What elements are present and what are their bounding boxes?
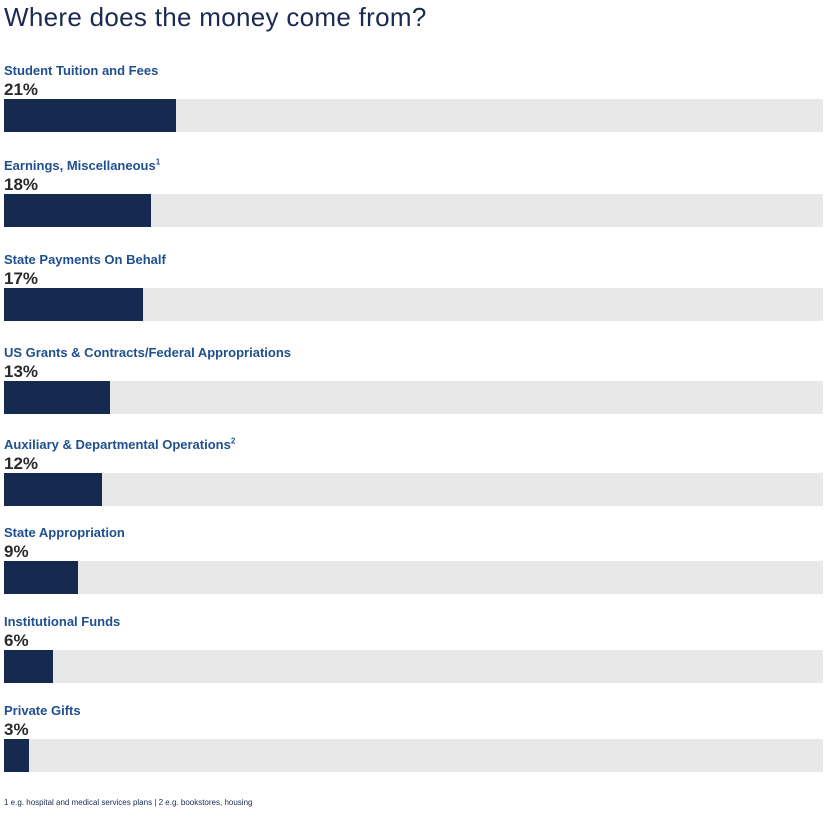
bar-fill <box>4 561 78 594</box>
category-label: State Appropriation <box>4 525 125 540</box>
bar-track <box>4 381 823 414</box>
footnote-1: 1 e.g. hospital and medical services pla… <box>4 798 153 807</box>
footnote-marker: 1 <box>155 157 161 167</box>
category-label-text: US Grants & Contracts/Federal Appropriat… <box>4 345 292 360</box>
footnote-separator: | <box>152 798 159 807</box>
category-label-text: Earnings, Miscellaneous <box>4 158 156 173</box>
bar-fill <box>4 99 176 132</box>
category-label: Institutional Funds <box>4 614 120 629</box>
value-label: 6% <box>4 631 29 650</box>
bar-track <box>4 561 823 594</box>
bar-fill <box>4 473 102 506</box>
bar-track <box>4 288 823 321</box>
bar-fill <box>4 288 143 321</box>
value-label: 13% <box>4 362 39 381</box>
category-label-text: Institutional Funds <box>4 614 121 629</box>
footnote: 1 e.g. hospital and medical services pla… <box>4 798 252 807</box>
category-label-text: Private Gifts <box>4 703 81 718</box>
bar-track <box>4 473 823 506</box>
bar-track <box>4 194 823 227</box>
category-label-text: State Appropriation <box>4 525 125 540</box>
value-label: 12% <box>4 454 39 473</box>
footnote-marker: 2 <box>230 436 236 446</box>
value-label: 9% <box>4 542 29 561</box>
bar-fill <box>4 381 110 414</box>
value-label: 21% <box>4 80 39 99</box>
category-label: Student Tuition and Fees <box>4 63 158 78</box>
category-label: Private Gifts <box>4 703 81 718</box>
category-label: Earnings, Miscellaneous1 <box>4 158 160 173</box>
bar-fill <box>4 194 151 227</box>
bar-fill <box>4 650 53 683</box>
category-label-text: Auxiliary & Departmental Operations <box>4 437 231 452</box>
bar-fill <box>4 739 29 772</box>
value-label: 17% <box>4 269 39 288</box>
category-label: State Payments On Behalf <box>4 252 166 267</box>
value-label: 18% <box>4 175 39 194</box>
chart-title: Where does the money come from? <box>4 2 427 32</box>
bar-track <box>4 99 823 132</box>
value-label: 3% <box>4 720 29 739</box>
bar-track <box>4 650 823 683</box>
bar-track <box>4 739 823 772</box>
category-label: Auxiliary & Departmental Operations2 <box>4 437 235 452</box>
footnote-2: 2 e.g. bookstores, housing <box>158 798 253 807</box>
category-label: US Grants & Contracts/Federal Appropriat… <box>4 345 291 360</box>
category-label-text: Student Tuition and Fees <box>4 63 159 78</box>
category-label-text: State Payments On Behalf <box>4 252 166 267</box>
